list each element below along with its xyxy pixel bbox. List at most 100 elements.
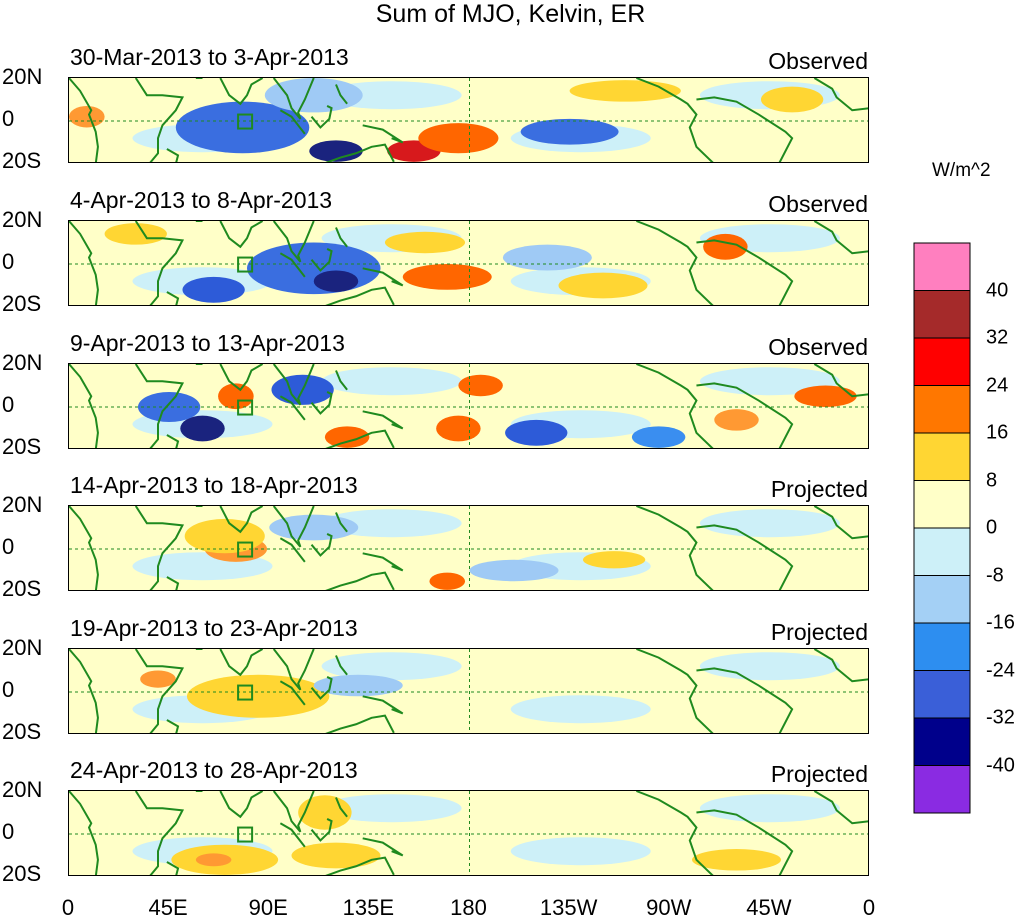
x-tick-label: 0 [61,895,75,920]
anomaly-contour [324,426,370,448]
coastline [279,252,306,278]
latitude-label: 0 [2,819,15,844]
anomaly-contour [218,383,254,410]
panel-status: Observed [768,191,868,217]
map-plot-area [68,220,869,306]
coastline [310,818,333,842]
coastline [335,512,348,533]
coastline [325,429,395,448]
latitude-label: 20N [2,635,43,660]
coastline [166,291,180,305]
map-plot-area [68,77,869,163]
anomaly-contour [104,223,167,245]
anomaly-contour [137,391,201,423]
coastline [166,719,180,733]
panel-status: Projected [770,761,868,787]
reference-box [237,541,254,558]
coastline [310,391,333,415]
coastline [362,267,404,287]
anomaly-contour [264,78,363,113]
anomaly-contour [384,231,466,254]
coastline [362,695,404,715]
latitude-label: 20N [2,777,43,802]
latitude-label: 20N [2,350,43,375]
panel-date-range: 30-Mar-2013 to 3-Apr-2013 [70,44,349,70]
coastline [310,105,333,129]
anomaly-contour [291,842,381,869]
x-tick-label: 45W [746,895,792,920]
panel-date-range: 9-Apr-2013 to 13-Apr-2013 [70,330,345,356]
map-panel: 24-Apr-2013 to 28-Apr-2013 Projected 20N 0 2… [0,757,900,897]
coastline [325,571,395,590]
anomaly-contour [510,695,651,724]
anomaly-contour [714,409,759,431]
colorbar-level-label: 8 [986,469,998,491]
anomaly-contour [699,794,840,823]
panel-date-range: 4-Apr-2013 to 8-Apr-2013 [70,187,333,213]
anomaly-contour [180,415,225,442]
latitude-label: 20S [2,291,42,316]
anomaly-contour [402,264,492,290]
coastline [362,552,404,572]
coastline [335,655,348,676]
colorbar-unit: W/m^2 [932,160,991,181]
anomaly-contour [313,674,403,697]
coastline [279,395,306,421]
coastline [219,221,264,249]
latitude-label: 20S [2,148,42,173]
chart-title: Sum of MJO, Kelvin, ER [375,0,646,28]
colorbar-swatch [913,480,971,529]
colorbar-level-label: -8 [986,564,1004,586]
anomaly-contour [699,509,840,538]
anomaly-contour [195,853,232,867]
colorbar-swatch [913,337,971,386]
latitude-label: 0 [2,106,15,131]
colorbar-level-label: 16 [986,421,1009,444]
colorbar-level-label: -32 [986,706,1015,729]
coastline [219,78,264,106]
coastline [166,576,180,590]
coastline [636,649,714,733]
coastline [166,148,180,162]
anomaly-contour [760,86,824,113]
anomaly-contour [510,837,651,866]
coastline [696,239,794,305]
coastline [219,506,264,534]
anomaly-contour [520,118,619,145]
anomaly-contour [186,674,330,718]
coastline [279,680,306,706]
coastline [636,506,714,590]
coastline [335,84,348,105]
colorbar-swatch [913,670,971,719]
anomaly-contour [631,426,686,448]
coastline [69,364,99,448]
coastline [69,506,99,590]
coastline [813,791,868,825]
coastline [696,524,794,590]
coastline [219,649,264,677]
panel-status: Projected [770,476,868,502]
coastline [325,714,395,733]
x-tick-label: 135E [342,895,395,920]
anomaly-contour [502,244,592,271]
coastline [335,797,348,818]
anomaly-contour [321,367,462,396]
reference-box [237,256,254,273]
coastline [69,649,99,733]
colorbar-swatch [913,527,971,576]
anomaly-contour [69,105,105,128]
colorbar-swatch [913,717,971,766]
panel-date-range: 14-Apr-2013 to 18-Apr-2013 [70,472,358,498]
anomaly-contour [321,652,462,681]
latitude-label: 0 [2,677,15,702]
anomaly-contour [469,559,559,582]
anomaly-contour [794,385,857,407]
coastline [813,78,868,112]
coastline [813,649,868,683]
colorbar-level-label: 40 [986,279,1009,301]
colorbar-level-label: 24 [986,374,1009,396]
latitude-label: 20N [2,64,43,89]
coastline [166,861,180,875]
colorbar-swatch [913,290,971,339]
panel-status: Projected [770,619,868,645]
